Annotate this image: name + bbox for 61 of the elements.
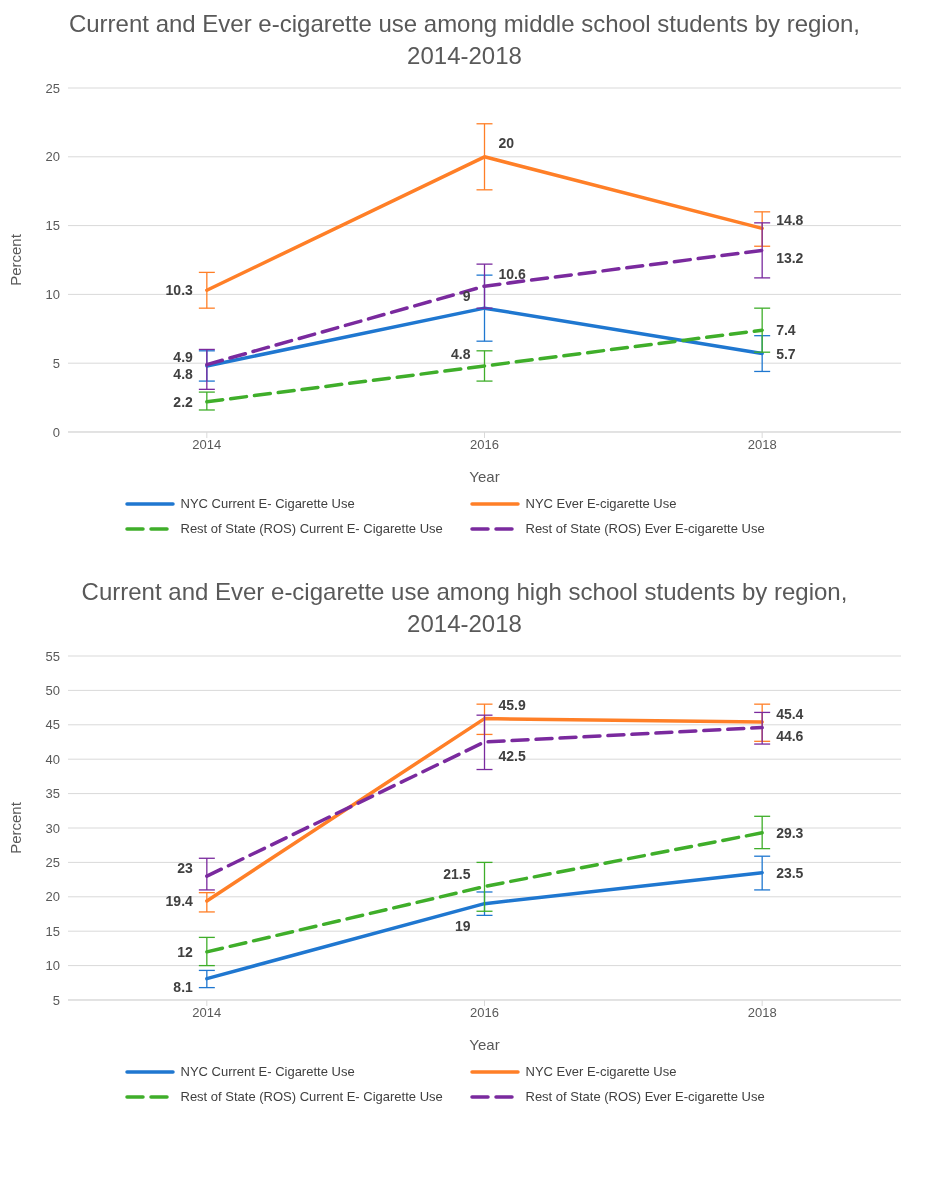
legend-label: Rest of State (ROS) Current E- Cigarette Use — [180, 521, 443, 536]
legend-label: Rest of State (ROS) Ever E-cigarette Use — [525, 1089, 765, 1104]
y-tick-label: 20 — [45, 889, 60, 905]
data-label: 45.9 — [498, 696, 526, 713]
data-label: 23 — [177, 860, 194, 877]
legend-label: NYC Current E- Cigarette Use — [180, 1064, 355, 1079]
data-label: 8.1 — [173, 978, 194, 995]
data-label: 20 — [498, 134, 515, 151]
y-tick-label: 0 — [52, 424, 60, 440]
data-label: 13.2 — [776, 250, 804, 267]
data-label: 23.5 — [776, 864, 804, 881]
y-tick-label: 15 — [45, 218, 60, 234]
legend-label: NYC Ever E-cigarette Use — [525, 496, 677, 511]
data-label: 12 — [177, 943, 194, 960]
data-label: 42.5 — [498, 748, 526, 764]
y-tick-label: 10 — [45, 287, 60, 303]
data-label: 44.6 — [776, 727, 804, 744]
y-tick-label: 25 — [45, 80, 60, 96]
data-label: 5.7 — [776, 345, 796, 362]
chart-title: Current and Ever e-cigarette use among high school students by region, 2014-2018 — [80, 577, 849, 639]
data-label: 14.8 — [776, 212, 804, 229]
x-tick-label: 2014 — [192, 437, 222, 453]
legend-label: Rest of State (ROS) Current E- Cigarette Use — [180, 1089, 443, 1104]
legend-label: Rest of State (ROS) Ever E-cigarette Use — [525, 521, 765, 536]
data-label: 9 — [462, 288, 471, 305]
chart-title: Current and Ever e-cigarette use among middle school students by region, 2014-2018 — [67, 9, 862, 71]
y-tick-label: 10 — [45, 958, 60, 974]
x-tick-label: 2018 — [747, 437, 777, 453]
y-axis-title: Percent — [7, 801, 25, 854]
y-tick-label: 30 — [45, 820, 60, 836]
y-axis-title: Percent — [7, 233, 25, 286]
y-tick-label: 5 — [52, 992, 60, 1008]
y-tick-label: 20 — [45, 149, 60, 165]
x-tick-label: 2016 — [470, 437, 499, 453]
y-tick-label: 5 — [52, 355, 60, 371]
data-label: 4.8 — [173, 365, 194, 382]
y-tick-label: 35 — [45, 786, 60, 802]
legend-label: NYC Current E- Cigarette Use — [180, 496, 355, 511]
data-label: 19.4 — [165, 892, 194, 909]
y-tick-label: 45 — [45, 717, 60, 733]
data-label: 7.4 — [776, 322, 796, 339]
data-label: 4.8 — [451, 345, 471, 362]
data-label: 21.5 — [443, 866, 471, 883]
data-label: 19 — [454, 917, 471, 934]
y-tick-label: 15 — [45, 923, 60, 939]
data-label: 10.6 — [498, 266, 526, 283]
data-label: 2.2 — [173, 393, 194, 410]
data-label: 29.3 — [776, 824, 804, 841]
x-tick-label: 2018 — [747, 1005, 777, 1021]
y-tick-label: 25 — [45, 855, 60, 871]
legend-label: NYC Ever E-cigarette Use — [525, 1064, 677, 1079]
x-axis-title: Year — [469, 468, 500, 485]
data-label: 10.3 — [165, 282, 194, 299]
data-label: 4.9 — [173, 348, 194, 365]
data-label: 45.4 — [776, 706, 804, 723]
y-tick-label: 55 — [45, 648, 60, 664]
x-tick-label: 2016 — [470, 1005, 499, 1021]
x-axis-title: Year — [469, 1036, 500, 1053]
y-tick-label: 40 — [45, 751, 60, 767]
y-tick-label: 50 — [45, 683, 60, 699]
x-tick-label: 2014 — [192, 1005, 222, 1021]
